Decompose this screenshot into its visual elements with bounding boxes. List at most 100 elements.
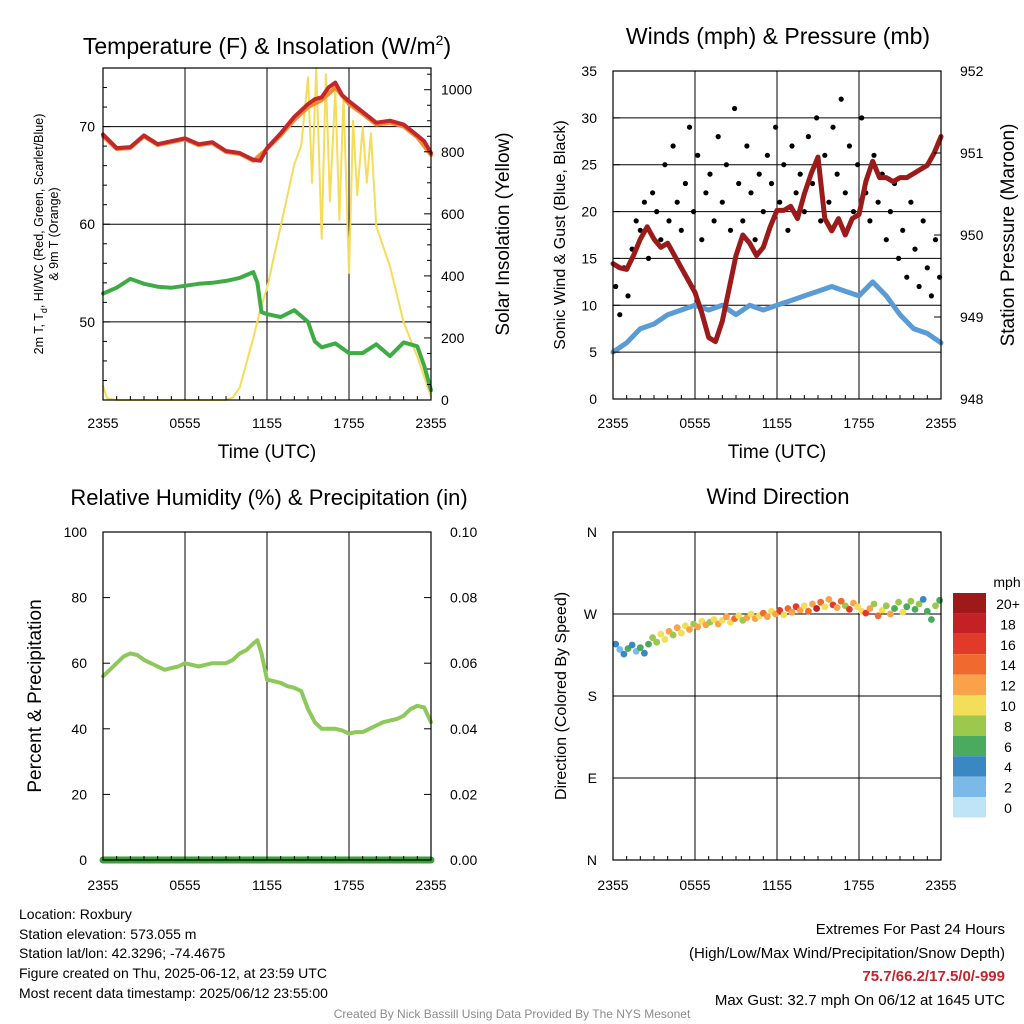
colorbar-swatch: [953, 674, 986, 695]
colorbar-swatch: [953, 633, 986, 655]
wind-xtick-label: 1155: [762, 415, 792, 431]
rh-panel: 0 20 40 60 80 100 0.00 0.02 0.04 0.06 0.08 0.10 2355…: [25, 485, 477, 893]
colorbar-title: mph: [993, 574, 1020, 590]
direction-point: [919, 596, 927, 603]
dewpoint-line: [101, 270, 433, 393]
gust-point: [838, 96, 844, 102]
gust-point: [797, 171, 803, 177]
temp-y2tick-label: 0: [441, 392, 449, 408]
gust-point: [703, 190, 709, 196]
direction-point: [809, 600, 816, 608]
colorbar-swatch: [953, 695, 986, 716]
wdir-xtick-label: 0555: [679, 877, 710, 893]
gust-point: [654, 209, 660, 215]
rh-y2tick-label: 0.10: [450, 524, 477, 540]
gust-point: [785, 227, 791, 233]
direction-point: [866, 605, 874, 612]
direction-point: [686, 626, 693, 633]
colorbar-swatch: [953, 735, 986, 757]
gust-point: [887, 209, 894, 215]
direction-point: [628, 641, 636, 649]
wind-y2tick-label: 952: [960, 63, 984, 79]
gust-point: [719, 199, 725, 205]
direction-point: [882, 602, 890, 610]
wind-xtick-label: 0555: [679, 415, 710, 431]
wind-y2tick-label: 950: [960, 227, 984, 243]
gust-point: [744, 143, 750, 149]
gust-point: [834, 171, 840, 177]
wind-title: Winds (mph) & Pressure (mb): [626, 23, 930, 49]
gust-point: [723, 162, 730, 168]
gust-point: [932, 237, 939, 243]
gust-point: [633, 218, 639, 224]
gust-point: [695, 152, 701, 158]
elevation-text: Station elevation: 573.055 m: [19, 925, 197, 942]
direction-point: [895, 598, 902, 606]
gust-point: [715, 134, 721, 140]
wind-y2tick-label: 951: [960, 145, 984, 161]
gust-point: [674, 199, 680, 205]
gust-point: [682, 180, 689, 187]
gust-point: [637, 227, 643, 233]
extremes-values: 75.7/66.2/17.5/0/-999: [862, 968, 1005, 985]
gust-point: [904, 274, 910, 280]
colorbar-label: 4: [1004, 759, 1012, 775]
direction-point: [645, 640, 652, 648]
temp-xtick-label: 1755: [333, 415, 364, 431]
gust-point: [777, 199, 783, 205]
gust-point: [842, 190, 848, 196]
temp-2m-line: [101, 80, 433, 163]
temp-xtick-label: 0555: [169, 415, 200, 431]
speed-colorbar: mph 20+ 18 16 14 12 10 8 6 4 2 0: [953, 574, 1021, 818]
wdir-ytick-label: W: [584, 606, 598, 622]
gust-point: [650, 190, 656, 196]
colorbar-label: 16: [1000, 637, 1016, 653]
direction-point: [710, 616, 718, 623]
direction-point: [661, 636, 669, 643]
wind-y2tick-label: 949: [960, 309, 984, 325]
wind-ytick-label: 35: [581, 63, 597, 79]
wdir-ytick-label: S: [588, 688, 597, 704]
direction-point: [833, 604, 841, 611]
temp-ylabel-line2: & 9m T (Orange): [47, 187, 61, 280]
gust-point: [756, 171, 762, 177]
gust-point: [613, 283, 619, 290]
wind-panel: 0 5 10 15 20 25 30 35 948 949 950 951 952 2355 0555 115…: [552, 23, 1019, 463]
direction-point: [764, 613, 771, 621]
gust-point: [928, 293, 935, 299]
temp-title: Temperature (F) & Insolation (W/m2): [83, 32, 451, 59]
direction-point: [677, 629, 685, 637]
wind-ylabel: Sonic Wind & Gust (Blue, Black): [552, 120, 569, 349]
location-text: Location: Roxbury: [19, 906, 132, 922]
colorbar-swatch: [953, 797, 986, 818]
gust-point: [809, 180, 816, 187]
gust-point: [764, 152, 771, 158]
direction-point: [854, 603, 861, 611]
gust-point: [859, 115, 865, 121]
gust-point: [822, 152, 828, 158]
pressure-line: [610, 134, 944, 345]
direction-point: [837, 597, 845, 605]
colorbar-swatch: [953, 613, 986, 634]
direction-point: [657, 630, 665, 638]
direction-point: [788, 608, 796, 616]
temp-y2tick-label: 200: [441, 330, 465, 346]
rh-xtick-label: 1755: [333, 877, 364, 893]
temp-ytick-label: 70: [79, 119, 95, 135]
direction-point: [636, 644, 644, 652]
colorbar-swatch: [953, 715, 986, 736]
extremes-heading: Extremes For Past 24 Hours: [815, 921, 1005, 938]
gust-point: [830, 124, 836, 130]
gust-point: [617, 312, 623, 318]
wdir-xtick-label: 1155: [762, 877, 792, 893]
colorbar-label: 12: [1000, 678, 1016, 694]
wind-xtick-label: 1755: [843, 415, 874, 431]
direction-point: [887, 610, 894, 618]
direction-point: [776, 607, 784, 614]
gust-point: [670, 143, 676, 149]
gust-point: [814, 115, 820, 121]
colorbar-label: 6: [1004, 739, 1012, 755]
direction-point: [780, 611, 788, 619]
gust-point: [920, 218, 926, 224]
rh-ytick-label: 80: [71, 590, 87, 606]
